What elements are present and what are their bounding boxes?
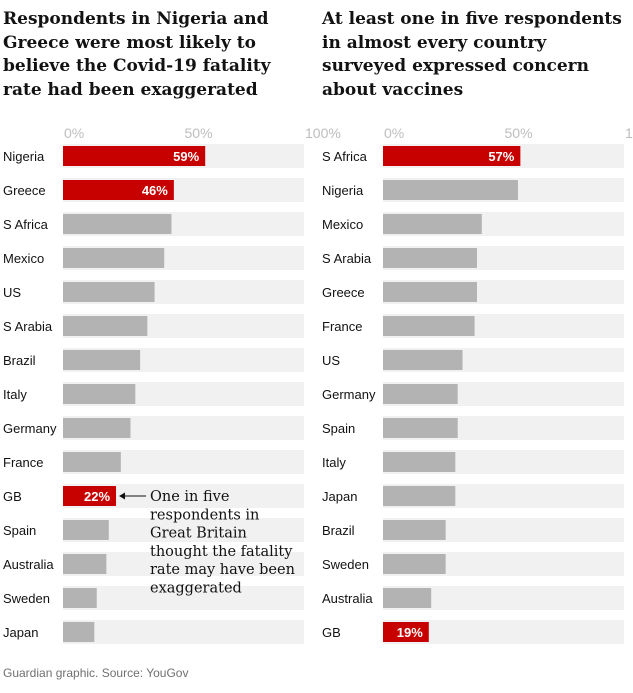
right-bar-sweden <box>383 554 446 574</box>
right-tick-label: 100% <box>625 125 633 141</box>
right-chart-title: At least one in five respondents in almo… <box>322 9 622 100</box>
right-category-label: Japan <box>322 489 357 504</box>
right-tick-label: 0% <box>384 125 404 141</box>
left-category-label: Australia <box>3 557 54 572</box>
left-value-label: 59% <box>173 149 199 164</box>
left-bar-spain <box>63 520 109 540</box>
source-footer: Guardian graphic. Source: YouGov <box>3 666 189 680</box>
right-category-label: Greece <box>322 285 365 300</box>
left-category-label: Japan <box>3 625 38 640</box>
right-bar-brazil <box>383 520 446 540</box>
right-category-label: US <box>322 353 340 368</box>
right-bar-gb <box>383 622 429 642</box>
right-value-label: 57% <box>488 149 514 164</box>
left-category-label: France <box>3 455 43 470</box>
right-bar-s-africa <box>383 146 521 166</box>
right-category-label: Sweden <box>322 557 369 572</box>
left-category-label: Germany <box>3 421 57 436</box>
left-category-label: Spain <box>3 523 36 538</box>
right-bar-japan <box>383 486 456 506</box>
left-tick-label: 50% <box>185 125 213 141</box>
left-bar-mexico <box>63 248 165 268</box>
left-bar-australia <box>63 554 107 574</box>
left-category-label: S Africa <box>3 217 49 232</box>
right-category-label: S Arabia <box>322 251 372 266</box>
right-category-label: Spain <box>322 421 355 436</box>
left-bar-us <box>63 282 155 302</box>
right-bar-spain <box>383 418 458 438</box>
right-tick-label: 50% <box>505 125 533 141</box>
left-bar-italy <box>63 384 136 404</box>
right-bar-s-arabia <box>383 248 477 268</box>
left-bar-brazil <box>63 350 141 370</box>
right-category-label: Italy <box>322 455 346 470</box>
left-category-label: Sweden <box>3 591 50 606</box>
left-bar-s-africa <box>63 214 172 234</box>
left-bar-sweden <box>63 588 97 608</box>
right-category-label: Australia <box>322 591 373 606</box>
right-category-label: Germany <box>322 387 376 402</box>
left-category-label: Italy <box>3 387 27 402</box>
annotation-text-line: Great Britain <box>150 526 247 542</box>
left-bar-s-arabia <box>63 316 148 336</box>
annotation-text-line: exaggerated <box>150 581 242 597</box>
right-category-label: GB <box>322 625 341 640</box>
right-bar-germany <box>383 384 458 404</box>
left-tick-label: 0% <box>64 125 84 141</box>
right-bar-italy <box>383 452 456 472</box>
left-bar-nigeria <box>63 146 206 166</box>
left-bar-france <box>63 452 121 472</box>
left-bar-greece <box>63 180 174 200</box>
right-bar-greece <box>383 282 477 302</box>
left-category-label: Greece <box>3 183 46 198</box>
left-category-label: Nigeria <box>3 149 45 164</box>
annotation-text-line: One in five <box>150 489 229 505</box>
left-bar-gb <box>63 486 117 506</box>
right-category-label: Mexico <box>322 217 363 232</box>
left-category-label: S Arabia <box>3 319 53 334</box>
annotation-text-line: thought the fatality <box>150 544 293 560</box>
left-value-label: 22% <box>84 489 110 504</box>
left-bar-track <box>63 586 304 610</box>
right-category-label: S Africa <box>322 149 368 164</box>
left-category-label: US <box>3 285 21 300</box>
right-bar-mexico <box>383 214 482 234</box>
right-bar-australia <box>383 588 432 608</box>
left-chart-title: Respondents in Nigeria and Greece were m… <box>3 9 271 100</box>
annotation-text-line: rate may have been <box>150 562 295 578</box>
right-bar-nigeria <box>383 180 518 200</box>
right-category-label: France <box>322 319 362 334</box>
right-bar-us <box>383 350 463 370</box>
right-bar-france <box>383 316 475 336</box>
annotation-arrow-head <box>119 492 126 500</box>
right-value-label: 19% <box>397 625 423 640</box>
annotation-text-line: respondents in <box>150 507 259 523</box>
left-bar-track <box>63 620 304 644</box>
left-tick-label: 100% <box>305 125 341 141</box>
left-bar-germany <box>63 418 131 438</box>
left-category-label: GB <box>3 489 22 504</box>
left-category-label: Brazil <box>3 353 36 368</box>
left-bar-japan <box>63 622 95 642</box>
right-category-label: Brazil <box>322 523 355 538</box>
left-category-label: Mexico <box>3 251 44 266</box>
left-value-label: 46% <box>142 183 168 198</box>
right-category-label: Nigeria <box>322 183 364 198</box>
